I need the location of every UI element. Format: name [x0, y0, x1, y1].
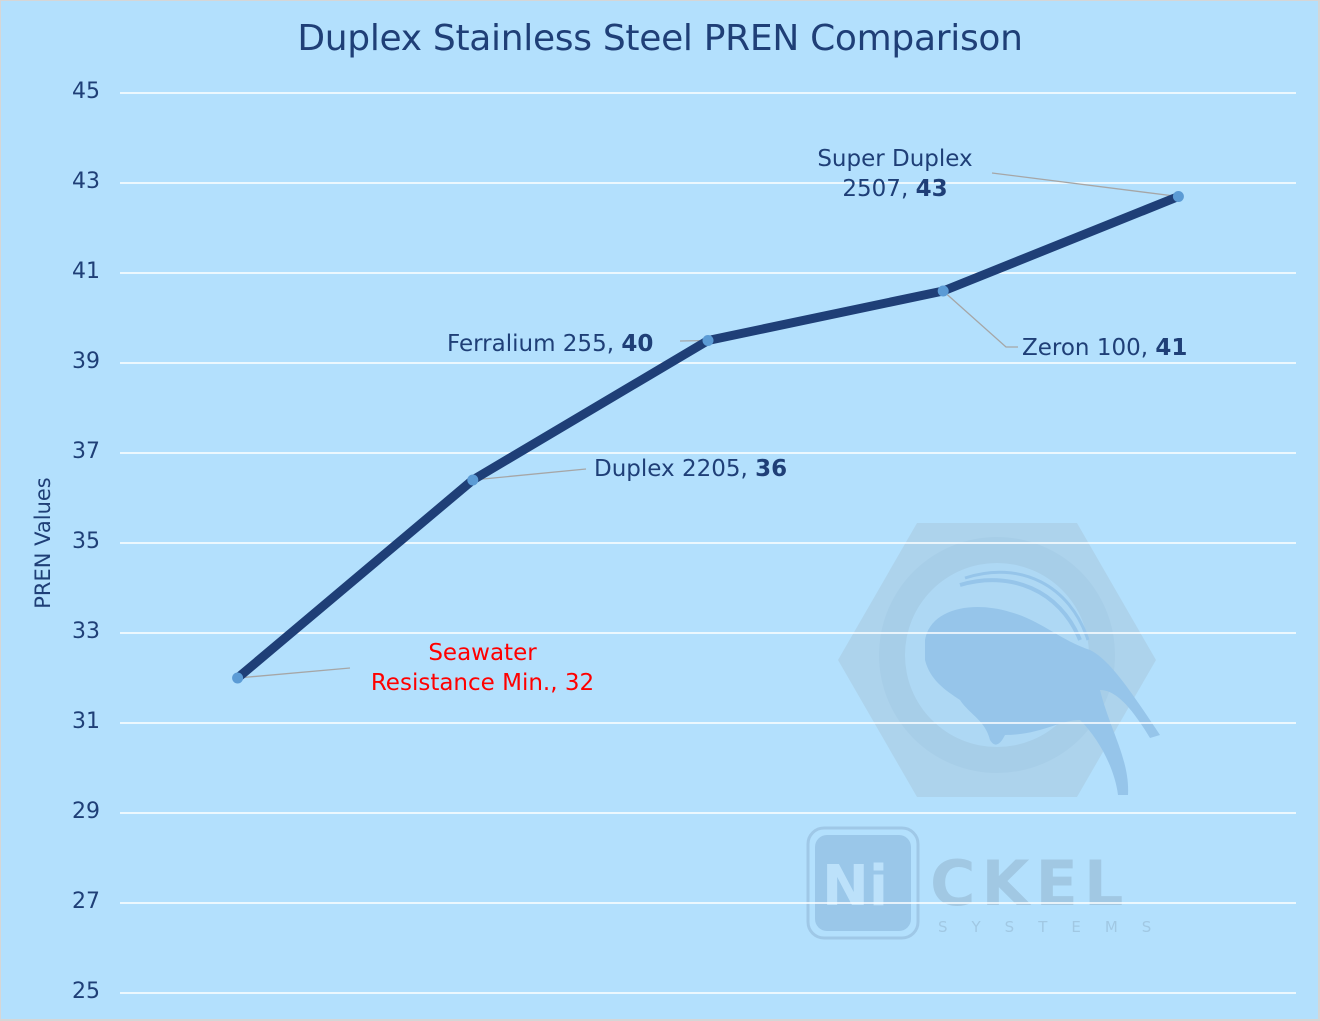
label-leader-lines [237, 172, 1179, 679]
data-point-marker [232, 672, 244, 684]
leader-line [237, 667, 351, 679]
data-label-zeron-100: Zeron 100, 41 [1022, 335, 1188, 361]
data-label-super-duplex-2507: Super Duplex 2507, 43 [817, 146, 973, 202]
y-tick-label: 43 [72, 169, 100, 194]
y-tick-label: 25 [72, 979, 100, 1004]
pren-series-line [233, 192, 1183, 683]
data-point-marker [467, 474, 479, 486]
data-label-seawater-min: Seawater Resistance Min., 32 [370, 640, 595, 696]
data-markers [232, 191, 1184, 684]
gridlines [120, 92, 1296, 994]
y-tick-label: 37 [72, 439, 100, 464]
nickel-systems-logo-text: Ni CKEL SYSTEMS [806, 826, 1175, 940]
y-tick-label: 33 [72, 619, 100, 644]
leader-line [991, 172, 1179, 198]
y-tick-label: 39 [72, 349, 100, 374]
leader-line [942, 290, 1018, 348]
watermark-subtitle: SYSTEMS [938, 918, 1175, 936]
data-label-ferralium-255: Ferralium 255, 40 [447, 331, 654, 357]
y-tick-label: 41 [72, 259, 100, 284]
data-label-duplex-2205: Duplex 2205, 36 [594, 456, 788, 482]
data-point-marker [702, 335, 714, 346]
y-tick-label: 31 [72, 709, 100, 734]
data-point-marker [1172, 191, 1184, 202]
y-tick-label: 27 [72, 889, 100, 914]
leader-line [472, 468, 587, 481]
y-tick-label: 35 [72, 529, 100, 554]
hex-nut-bison-logo-icon [838, 523, 1160, 797]
y-tick-label: 45 [72, 79, 100, 104]
watermark-ni: Ni [822, 854, 888, 919]
watermark-ckel: CKEL [930, 847, 1129, 920]
chart-title: Duplex Stainless Steel PREN Comparison [297, 18, 1023, 59]
data-point-marker [937, 285, 949, 297]
y-tick-label: 29 [72, 799, 100, 824]
